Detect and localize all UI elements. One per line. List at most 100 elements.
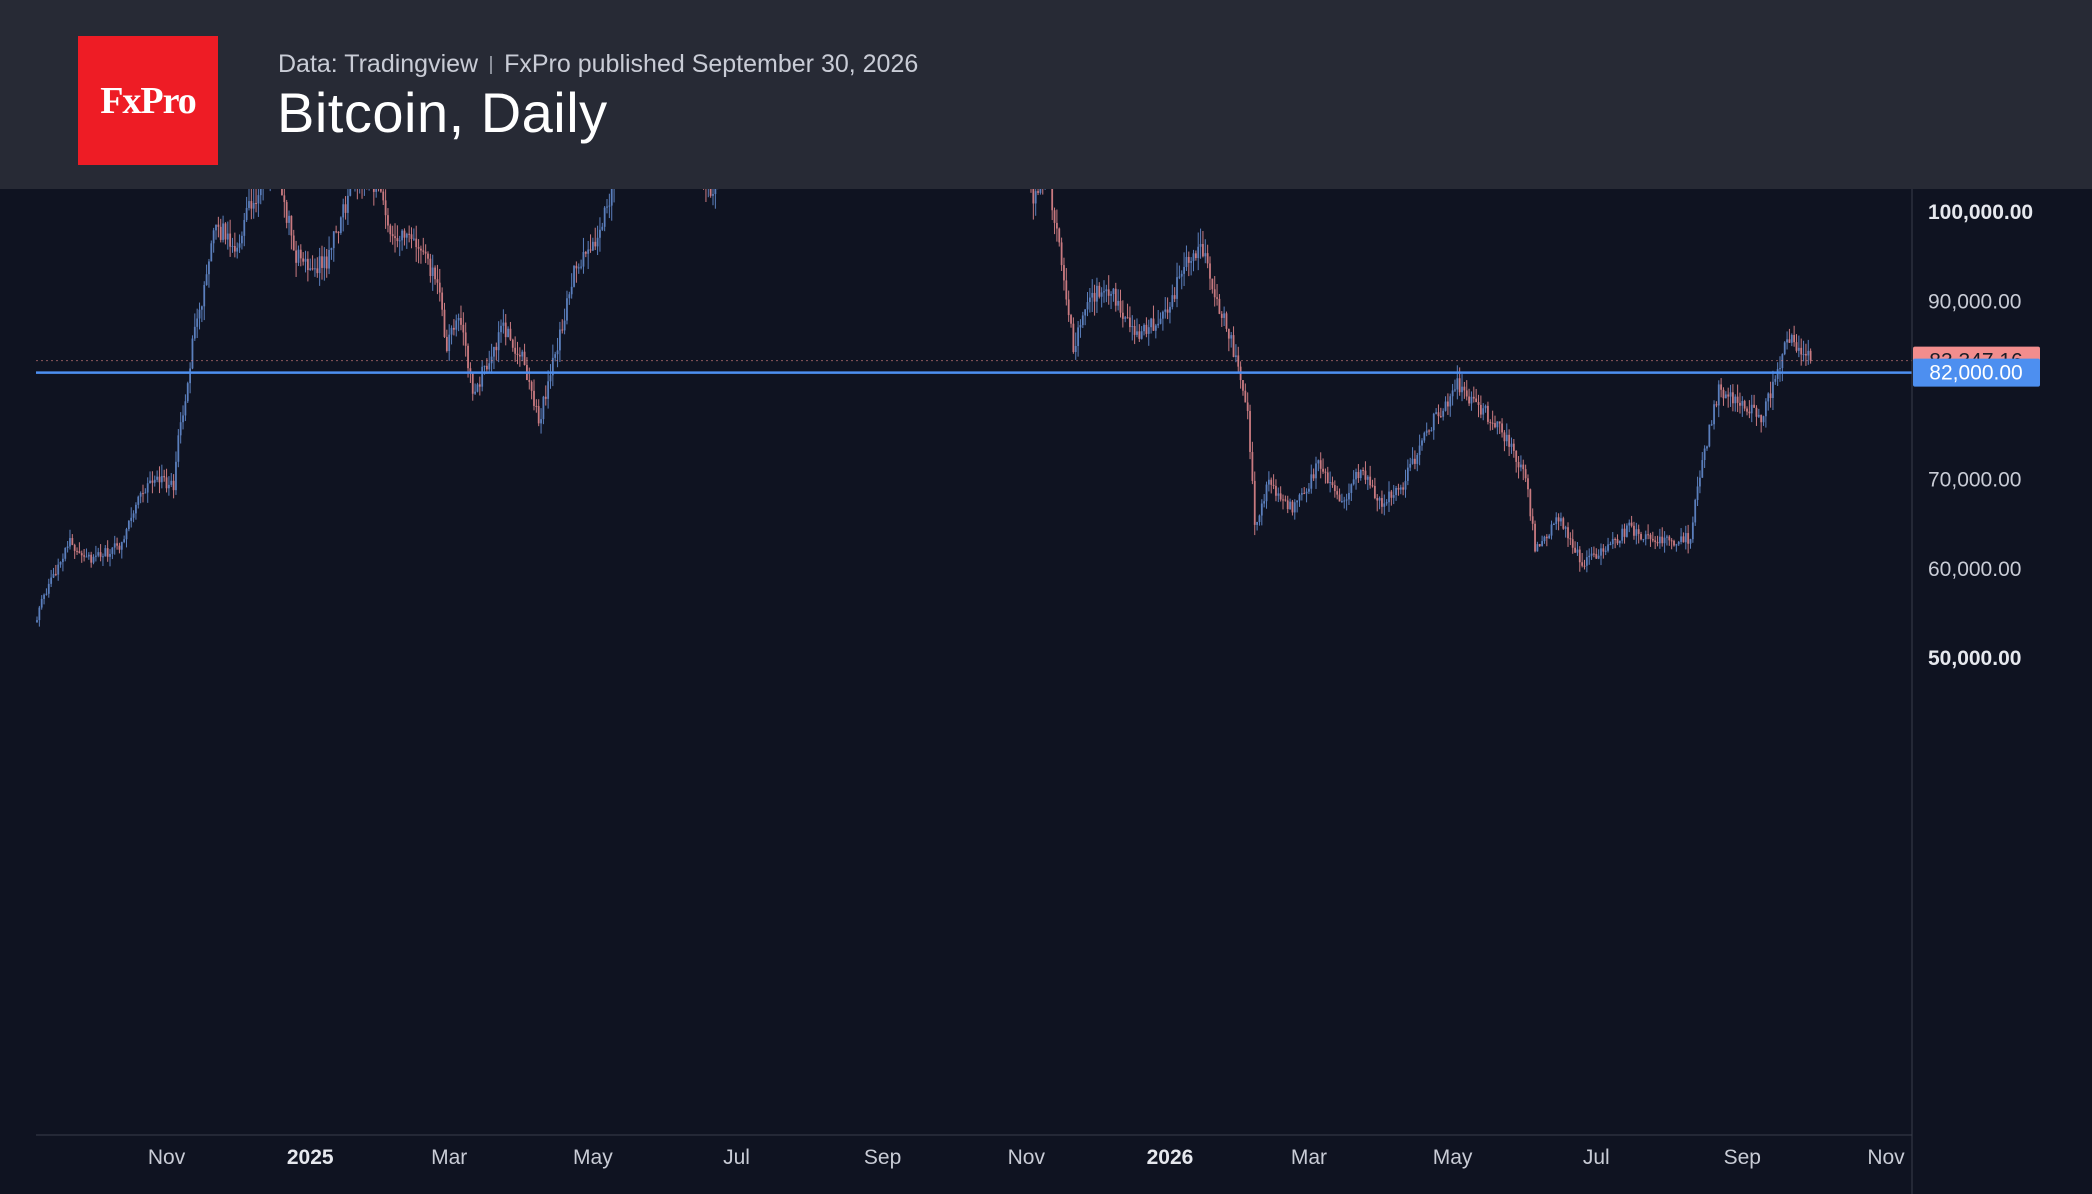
meta-separator (490, 55, 493, 74)
candle-body (196, 318, 199, 327)
candle-body (575, 265, 578, 269)
candle-body (1277, 493, 1280, 496)
candle (1538, 543, 1541, 547)
candle (460, 305, 462, 331)
candle (455, 314, 458, 337)
candle-body (511, 339, 514, 348)
candle-body (1517, 461, 1520, 468)
candle-body (1527, 478, 1529, 490)
candle (1557, 513, 1560, 531)
candle-body (1381, 498, 1383, 507)
price-chart[interactable]: 140,000.00130,000.00120,000.00110,000.00… (0, 189, 2092, 1194)
candle-body (1472, 396, 1475, 399)
candle (1324, 468, 1327, 484)
candle (170, 473, 173, 488)
candle-body (455, 320, 458, 330)
candle-body (203, 285, 206, 307)
candle (1621, 524, 1624, 544)
candle (292, 229, 295, 251)
candle (1548, 533, 1551, 539)
candle-body (321, 256, 323, 268)
candle (594, 227, 597, 251)
candle-body (1661, 536, 1664, 544)
candle (1800, 338, 1803, 366)
candle-body (186, 383, 189, 402)
candle-body (1489, 421, 1492, 423)
candle-body (1512, 443, 1515, 451)
candle-body (1366, 476, 1369, 480)
candle (1216, 284, 1218, 306)
candle-body (1647, 534, 1650, 536)
candle (580, 259, 583, 270)
candle-body (1557, 517, 1560, 522)
candle (1536, 541, 1539, 552)
candle-body (135, 504, 137, 514)
candle-body (495, 346, 498, 351)
candle (1468, 388, 1470, 407)
candle-body (1680, 536, 1682, 542)
candle-body (1684, 533, 1687, 543)
candle-body (1658, 536, 1661, 544)
candle-body (339, 217, 342, 233)
candle-body (38, 607, 41, 621)
candle-body (1642, 539, 1645, 541)
candle (1746, 406, 1748, 416)
candle (1154, 323, 1157, 339)
data-source-label: Data: Tradingview (278, 50, 479, 78)
candle-body (606, 206, 608, 208)
candle (1642, 538, 1645, 543)
candle (1100, 287, 1103, 308)
candle-body (1034, 191, 1037, 204)
candle-body (474, 391, 477, 394)
candle (495, 342, 498, 361)
candle (57, 558, 60, 581)
candle-body (1597, 555, 1600, 559)
candle-body (241, 235, 243, 244)
candle (1682, 532, 1685, 543)
candle (608, 193, 611, 219)
candle-body (570, 286, 573, 295)
candle (1077, 320, 1079, 357)
candle (323, 247, 326, 281)
candle (1183, 252, 1185, 287)
candle-body (1291, 501, 1294, 513)
candle-body (504, 322, 507, 338)
candle-body (596, 237, 599, 247)
chart-svg[interactable]: 140,000.00130,000.00120,000.00110,000.00… (0, 189, 2092, 1194)
candle-body (1119, 300, 1122, 313)
y-tick-label: 60,000.00 (1928, 558, 2021, 581)
x-tick-label: Sep (864, 1146, 901, 1169)
candle-body (1522, 464, 1525, 470)
candle (236, 242, 239, 259)
candle (610, 189, 613, 221)
candle (1051, 189, 1054, 221)
candle-body (189, 368, 192, 384)
candle-body (405, 233, 408, 238)
candle (1795, 334, 1798, 353)
candle-body (83, 555, 86, 557)
candle (1465, 380, 1468, 401)
candle (493, 346, 495, 370)
candle-body (1482, 408, 1485, 415)
candle (1277, 487, 1280, 503)
candle (372, 189, 375, 206)
candle-body (76, 550, 78, 552)
candle-body (255, 202, 257, 204)
candle-body (87, 554, 90, 557)
candle (1555, 512, 1558, 530)
candle (707, 189, 709, 198)
candle (163, 469, 166, 482)
candle (135, 502, 137, 520)
candle (193, 313, 196, 341)
candle-body (417, 247, 420, 249)
candle-body (1477, 402, 1480, 405)
candle-body (1039, 189, 1042, 193)
candle (281, 189, 283, 196)
candle (1293, 499, 1296, 520)
candle-body (714, 189, 717, 195)
candle (1727, 387, 1730, 408)
candle (191, 335, 194, 370)
candle (1680, 528, 1682, 545)
candle (448, 324, 451, 361)
candle (175, 451, 177, 495)
